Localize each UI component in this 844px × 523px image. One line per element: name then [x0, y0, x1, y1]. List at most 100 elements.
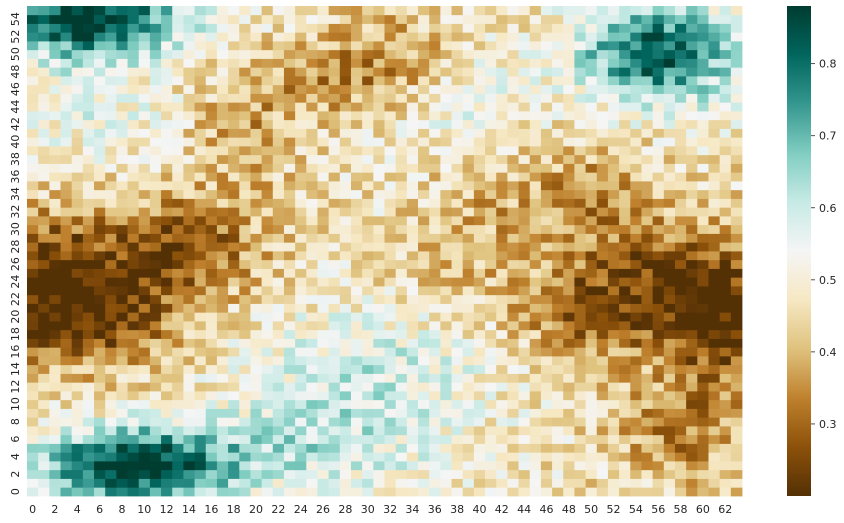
heatmap-cell — [172, 277, 184, 287]
heatmap-cell — [205, 443, 218, 453]
heatmap-cell — [674, 303, 687, 313]
heatmap-cell — [518, 294, 531, 304]
heatmap-cell — [328, 154, 341, 164]
heatmap-cell — [94, 172, 106, 182]
heatmap-cell — [440, 338, 452, 348]
heatmap-cell — [295, 181, 307, 191]
heatmap-cell — [127, 399, 140, 409]
heatmap-cell — [518, 417, 531, 427]
heatmap-cell — [328, 119, 341, 129]
heatmap-cell — [317, 181, 330, 191]
heatmap-cell — [708, 119, 721, 129]
heatmap-cell — [149, 23, 162, 33]
x-tick-label: 46 — [539, 503, 553, 516]
heatmap-cell — [317, 399, 330, 409]
heatmap-cell — [82, 111, 95, 121]
heatmap-cell — [228, 391, 240, 401]
x-tick-label: 0 — [29, 503, 36, 516]
heatmap-cell — [350, 198, 363, 208]
heatmap-cell — [283, 49, 296, 59]
heatmap-cell — [473, 172, 486, 182]
heatmap-cell — [228, 14, 240, 24]
heatmap-cell — [686, 321, 698, 331]
heatmap-cell — [507, 111, 519, 121]
heatmap-cell — [205, 277, 218, 287]
heatmap-cell — [384, 154, 397, 164]
heatmap-cell — [317, 23, 330, 33]
y-tick-label: 10 — [9, 397, 22, 411]
heatmap-cell — [652, 452, 665, 462]
heatmap-cell — [697, 347, 709, 357]
heatmap-cell — [49, 373, 61, 383]
heatmap-cell — [473, 356, 486, 366]
heatmap-cell — [272, 312, 285, 322]
heatmap-cell — [362, 102, 374, 112]
heatmap-cell — [362, 426, 374, 436]
heatmap-cell — [652, 461, 665, 471]
heatmap-cell — [183, 312, 195, 322]
heatmap-cell — [239, 434, 251, 444]
heatmap-cell — [686, 41, 698, 51]
heatmap-cell — [473, 478, 486, 488]
heatmap-cell — [418, 434, 430, 444]
heatmap-cell — [697, 434, 709, 444]
heatmap-cell — [507, 67, 519, 77]
heatmap-cell — [350, 399, 363, 409]
heatmap-cell — [38, 277, 50, 287]
heatmap-cell — [71, 233, 84, 243]
heatmap-cell — [607, 76, 620, 86]
heatmap-cell — [630, 469, 642, 479]
heatmap-cell — [395, 321, 408, 331]
heatmap-cell — [596, 417, 609, 427]
heatmap-cell — [250, 84, 263, 94]
heatmap-cell — [663, 76, 676, 86]
heatmap-cell — [339, 93, 352, 103]
heatmap-cell — [228, 58, 240, 68]
heatmap-cell — [317, 137, 330, 147]
heatmap-cell — [82, 93, 95, 103]
heatmap-cell — [328, 32, 341, 42]
heatmap-cell — [373, 286, 385, 296]
heatmap-cell — [596, 58, 609, 68]
x-tick-label: 22 — [271, 503, 285, 516]
heatmap-cell — [451, 111, 464, 121]
heatmap-cell — [529, 487, 542, 497]
heatmap-cell — [529, 102, 542, 112]
heatmap-cell — [306, 347, 318, 357]
heatmap-cell — [116, 102, 128, 112]
heatmap-cell — [116, 163, 128, 173]
heatmap-cell — [350, 347, 363, 357]
heatmap-cell — [507, 76, 519, 86]
heatmap-cell — [339, 76, 352, 86]
heatmap-cell — [552, 461, 564, 471]
heatmap-cell — [697, 23, 709, 33]
heatmap-cell — [418, 14, 430, 24]
heatmap-cell — [183, 172, 195, 182]
heatmap-cell — [194, 6, 207, 16]
heatmap-cell — [228, 181, 240, 191]
heatmap-cell — [27, 443, 39, 453]
heatmap-cell — [730, 216, 743, 226]
heatmap-cell — [306, 67, 318, 77]
heatmap-cell — [94, 469, 106, 479]
heatmap-cell — [71, 207, 84, 217]
heatmap-cell — [295, 251, 307, 261]
heatmap-cell — [473, 93, 486, 103]
heatmap-cell — [261, 6, 274, 16]
heatmap-cell — [395, 181, 408, 191]
heatmap-cell — [619, 408, 631, 418]
heatmap-cell — [250, 434, 263, 444]
heatmap-cell — [384, 364, 397, 374]
heatmap-cell — [194, 443, 207, 453]
heatmap-cell — [239, 391, 251, 401]
heatmap-cell — [395, 216, 408, 226]
heatmap-cell — [272, 93, 285, 103]
heatmap-cell — [306, 286, 318, 296]
heatmap-cell — [261, 49, 274, 59]
heatmap-cell — [540, 461, 553, 471]
heatmap-cell — [250, 189, 263, 199]
heatmap-cell — [49, 452, 61, 462]
heatmap-cell — [641, 487, 654, 497]
heatmap-cell — [652, 294, 665, 304]
heatmap-cell — [350, 321, 363, 331]
